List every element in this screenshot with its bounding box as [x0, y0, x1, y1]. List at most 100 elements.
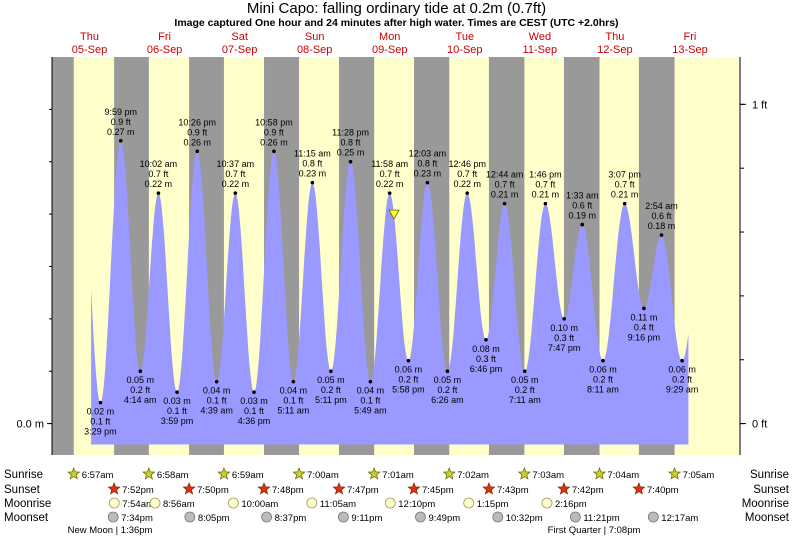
low-tide-label: 0.2 ft	[593, 375, 614, 385]
low-tide-label: 0.1 ft	[360, 396, 381, 406]
day-name: Sun	[305, 31, 325, 43]
low-tide-label: 0.2 ft	[398, 375, 419, 385]
low-tide-label: 5:58 pm	[392, 385, 425, 395]
low-tide-label: 0.1 ft	[283, 396, 304, 406]
high-tide-label: 0.25 m	[337, 148, 365, 158]
moonrise-time: 12:10pm	[398, 499, 435, 510]
sunset-icon	[107, 482, 121, 495]
high-tide-label: 0.8 ft	[341, 138, 362, 148]
sunset-icon	[407, 482, 421, 495]
low-tide-label: 6:26 am	[431, 395, 464, 405]
moonset-time: 8:37pm	[275, 513, 307, 524]
moonrise-icon	[227, 497, 239, 509]
high-tide-label: 0.19 m	[568, 211, 596, 221]
high-tide-label: 0.23 m	[299, 169, 327, 179]
low-tide-label: 0.2 ft	[437, 385, 458, 395]
day-name: Thu	[605, 31, 624, 43]
low-tide-label: 0.1 ft	[90, 417, 111, 427]
low-tide-label: 0.03 m	[163, 396, 191, 406]
sunset-icon	[482, 482, 496, 495]
moonset-icon	[261, 511, 272, 523]
low-tide-label: 6:46 pm	[470, 364, 503, 374]
day-date: 11-Sep	[523, 44, 558, 56]
high-tide-label: 10:58 pm	[255, 117, 293, 127]
sunset-icon	[332, 482, 346, 495]
low-tide-label: 5:11 am	[277, 406, 309, 416]
sunrise-row-label-right: Sunrise	[750, 469, 789, 481]
sunset-row-label-left: Sunset	[4, 484, 41, 496]
tide-point	[368, 379, 373, 384]
day-name: Fri	[684, 31, 697, 43]
sunrise-time: 6:57am	[82, 470, 114, 481]
moonrise-time: 10:00am	[241, 499, 278, 510]
day-name: Thu	[80, 31, 99, 43]
high-tide-label: 0.7 ft	[380, 169, 401, 179]
tide-point	[214, 379, 219, 384]
tide-point	[425, 180, 430, 185]
day-date: 05-Sep	[72, 44, 107, 56]
high-tide-label: 12:46 pm	[448, 159, 486, 169]
tide-point	[233, 191, 238, 195]
moonrise-row-label-right: Moonrise	[742, 498, 789, 510]
tide-point	[522, 369, 527, 374]
day-date: 12-Sep	[597, 44, 632, 56]
low-tide-label: 0.06 m	[395, 365, 423, 375]
sunset-icon	[632, 482, 646, 495]
low-tide-label: 0.06 m	[589, 365, 617, 375]
moonset-icon	[647, 511, 659, 523]
sunrise-time: 7:00am	[307, 470, 339, 481]
low-tide-label: 0.2 ft	[672, 375, 693, 385]
day-date: 08-Sep	[297, 44, 332, 56]
axes: 0.0 m 0 ft 1 ft	[16, 57, 767, 455]
low-tide-label: 0.3 ft	[554, 333, 575, 343]
day-labels: Thu05-SepFri06-SepSat07-SepSun08-SepMon0…	[72, 31, 708, 56]
low-tide-label: 0.2 ft	[321, 385, 342, 395]
moonset-time: 11:21pm	[583, 513, 619, 524]
moonset-time: 7:34pm	[121, 513, 153, 524]
moonrise-icon	[306, 497, 318, 509]
tide-point	[484, 337, 488, 342]
low-tide-label: 0.04 m	[203, 386, 231, 396]
day-date: 10-Sep	[447, 44, 482, 56]
sunset-icon	[557, 482, 571, 495]
tide-point	[406, 358, 411, 363]
sunset-time: 7:45pm	[422, 485, 454, 496]
low-tide-label: 0.04 m	[357, 386, 385, 396]
moonrise-time: 2:16pm	[555, 499, 587, 510]
high-tide-label: 9:59 pm	[104, 107, 137, 117]
low-tide-label: 7:11 am	[509, 395, 541, 405]
tide-labels: 0.02 m0.1 ft3:29 pm9:59 pm0.9 ft0.27 m0.…	[84, 107, 698, 437]
low-tide-label: 0.2 ft	[130, 385, 151, 395]
sunrise-time: 7:05am	[683, 470, 715, 481]
high-tide-label: 1:33 am	[566, 191, 599, 201]
high-tide-label: 10:26 pm	[178, 117, 216, 127]
sunset-time: 7:40pm	[647, 485, 679, 496]
low-tide-label: 0.1 ft	[244, 406, 265, 416]
tide-point	[310, 180, 315, 185]
high-tide-label: 0.21 m	[611, 190, 639, 200]
low-tide-label: 8:11 am	[587, 385, 619, 395]
tide-point	[98, 400, 103, 405]
low-tide-label: 0.3 ft	[476, 354, 497, 364]
high-tide-label: 0.7 ft	[535, 180, 556, 190]
moonset-row-label-right: Moonset	[745, 512, 790, 524]
high-tide-label: 12:03 am	[409, 149, 447, 159]
moonset-icon	[107, 511, 119, 523]
low-tide-label: 5:49 am	[354, 406, 387, 416]
tide-curve	[91, 140, 689, 445]
high-tide-label: 0.21 m	[491, 190, 519, 200]
right-axis-label: 0 ft	[752, 419, 767, 431]
sunrise-time: 7:03am	[532, 470, 564, 481]
moonset-row-label-left: Moonset	[4, 512, 49, 524]
tide-point	[156, 191, 161, 195]
moonset-time: 12:17am	[661, 513, 698, 524]
low-tide-label: 0.03 m	[240, 396, 268, 406]
tide-point	[543, 201, 548, 206]
sunrise-icon	[217, 467, 231, 480]
low-tide-label: 0.05 m	[511, 375, 539, 385]
low-tide-label: 7:47 pm	[548, 343, 581, 353]
low-tide-label: 0.10 m	[550, 323, 578, 333]
high-tide-label: 10:37 am	[217, 159, 255, 169]
